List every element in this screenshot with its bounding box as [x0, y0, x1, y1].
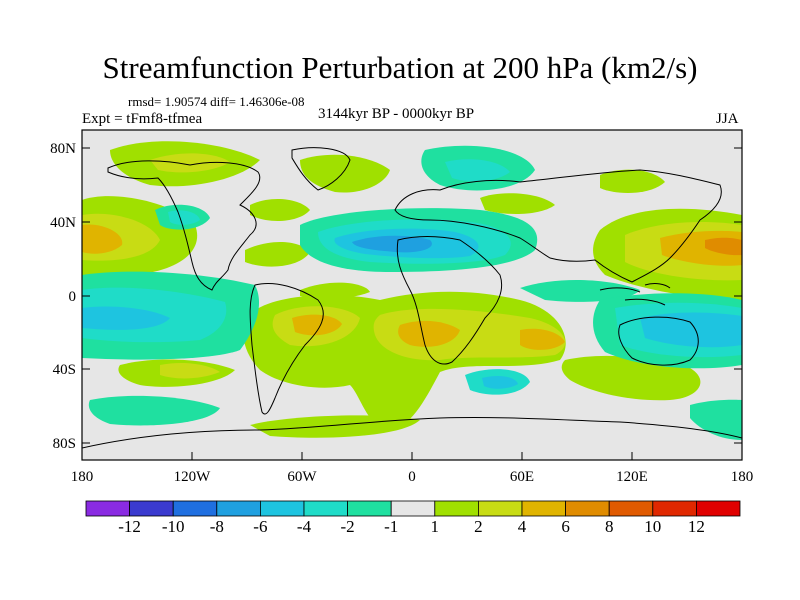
lon-tick-180w: 180: [71, 469, 94, 485]
colorbar-label: 6: [561, 517, 570, 536]
coast-australia: [618, 316, 699, 366]
colorbar-swatch: [390, 500, 436, 517]
lon-tick-120e: 120E: [616, 469, 648, 485]
contour-pos-sindian: [561, 355, 701, 401]
colorbar-swatch: [129, 500, 174, 517]
colorbar-swatch: [565, 500, 610, 517]
lon-tick-120w: 120W: [174, 469, 212, 485]
colorbar-label: 8: [604, 517, 614, 536]
colorbar-swatch: [347, 500, 392, 517]
contour-neg-atl-mid-6: [352, 235, 432, 253]
colorbar-label: 2: [474, 517, 483, 536]
period-label: 3144kyr BP - 0000kyr BP: [318, 106, 475, 122]
coast-north-america: [107, 160, 261, 291]
contour-pos-south-6-a: [292, 314, 342, 336]
contour-field: [82, 130, 742, 460]
contour-pos-npac-west-6: [82, 224, 123, 254]
colorbar-swatch: [608, 500, 654, 517]
contour-neg-spac-sw: [88, 395, 220, 426]
contour-pos-sw-pac-4: [160, 362, 220, 379]
colorbar-label: 12: [687, 517, 705, 536]
season-label: JJA: [716, 111, 739, 127]
coast-indonesia: [599, 283, 671, 306]
stats-label: rmsd= 1.90574 diff= 1.46306e-08: [128, 94, 305, 109]
contour-pos-arctic-na-4: [150, 153, 230, 173]
colorbar-swatch: [303, 500, 348, 517]
lon-tick-60w: 60W: [287, 469, 317, 485]
lat-tick-0: 0: [69, 289, 77, 305]
coast-antarctica: [82, 416, 742, 449]
contour-pos-greenland: [300, 154, 390, 193]
colorbar-swatch: [172, 500, 218, 517]
contour-pos-south-6-c: [520, 328, 565, 350]
contour-pos-gulf: [245, 241, 310, 267]
chart-title: Streamfunction Perturbation at 200 hPa (…: [102, 50, 698, 85]
contour-pos-atl-n: [250, 198, 310, 222]
contour-pos-europe: [480, 193, 555, 215]
colorbar-swatch: [696, 500, 741, 517]
experiment-label: Expt = tFmf8-tfmea: [82, 111, 203, 127]
contour-neg-sindian-s-4: [482, 376, 518, 389]
colorbar-swatch: [652, 500, 697, 517]
colorbar-swatch: [477, 500, 523, 517]
contour-pos-npac-east-8: [705, 237, 742, 256]
coast-eurasia: [394, 169, 722, 283]
colorbar-swatch: [521, 500, 566, 517]
colorbar-label: 10: [644, 517, 662, 536]
colorbar: [85, 500, 741, 517]
colorbar-label: -12: [118, 517, 141, 536]
colorbar-label: -6: [253, 517, 268, 536]
colorbar-label: -2: [340, 517, 355, 536]
contour-neg-ant-east: [690, 399, 742, 440]
lat-tick-80s: 80S: [53, 436, 76, 452]
contour-pos-ant-atl: [250, 415, 420, 438]
coast-south-america: [249, 282, 324, 415]
contour-neg-npac-2: [168, 210, 200, 225]
lat-tick-40s: 40S: [53, 362, 76, 378]
colorbar-label: -10: [161, 517, 185, 536]
lon-tick-0: 0: [408, 469, 416, 485]
colorbar-label: 1: [430, 517, 440, 536]
lon-tick-180e: 180: [731, 469, 754, 485]
colorbar-swatch: [85, 500, 130, 517]
lat-tick-80n: 80N: [50, 141, 76, 157]
colorbar-label: -8: [209, 517, 224, 536]
lon-tick-60e: 60E: [510, 469, 534, 485]
lat-tick-40n: 40N: [50, 215, 76, 231]
contour-pos-carib: [300, 282, 370, 299]
coastlines: [82, 147, 742, 449]
coast-greenland: [291, 147, 351, 191]
contour-neg-spac-west-4: [82, 306, 170, 330]
colorbar-swatch: [434, 500, 479, 517]
axis-ticks: [81, 147, 743, 460]
contour-neg-indian-n: [520, 279, 640, 302]
colorbar-swatch: [259, 500, 305, 517]
coast-africa: [396, 236, 503, 365]
contour-pos-south-6-b: [398, 320, 460, 347]
colorbar-label: -4: [296, 517, 312, 536]
contour-neg-arctic-eu-2: [445, 159, 510, 182]
colorbar-label: 4: [517, 517, 527, 536]
contour-neg-spac-east-4: [640, 312, 742, 348]
contour-pos-asia-n: [600, 169, 665, 193]
colorbar-label: -1: [384, 517, 399, 536]
colorbar-swatch: [216, 500, 261, 517]
